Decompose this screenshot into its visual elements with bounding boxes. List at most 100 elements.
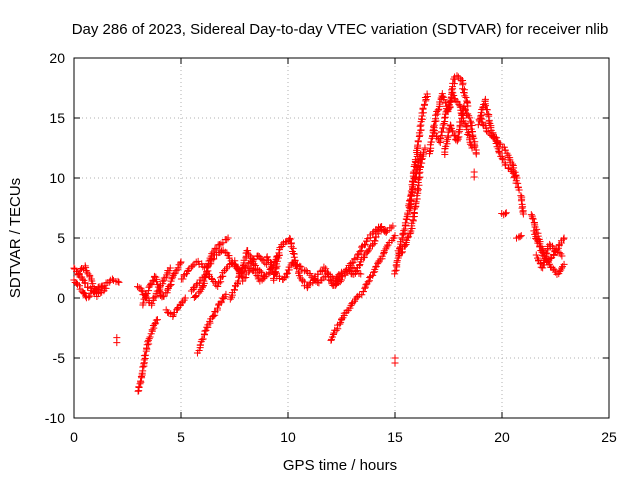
data-point	[378, 222, 386, 230]
data-point	[468, 122, 476, 130]
data-point	[450, 131, 458, 139]
data-point	[462, 93, 470, 101]
data-point	[253, 272, 261, 280]
data-point	[411, 156, 419, 164]
y-tick-label: -10	[45, 410, 65, 426]
data-point	[461, 92, 469, 100]
data-point	[199, 335, 207, 343]
data-point	[154, 283, 162, 291]
data-point	[495, 149, 503, 157]
data-point	[398, 249, 406, 257]
data-point	[369, 241, 377, 249]
data-point	[278, 241, 286, 249]
data-point	[438, 132, 446, 140]
data-point	[411, 166, 419, 174]
data-point	[290, 253, 298, 261]
data-point	[332, 326, 340, 334]
data-point	[412, 198, 420, 206]
data-point	[143, 289, 151, 297]
data-point	[166, 281, 174, 289]
data-point	[137, 373, 145, 381]
data-point	[173, 305, 181, 313]
data-point	[276, 244, 284, 252]
data-point	[84, 270, 92, 278]
y-tick-label: 10	[49, 170, 65, 186]
data-point	[364, 247, 372, 255]
data-point	[156, 287, 164, 295]
x-tick-label: 15	[387, 429, 403, 445]
data-point	[455, 129, 463, 137]
data-point	[232, 261, 240, 269]
data-point	[219, 295, 227, 303]
data-point	[134, 387, 142, 395]
data-point	[509, 169, 517, 177]
data-point	[348, 259, 356, 267]
data-point	[76, 282, 84, 290]
data-point	[200, 277, 208, 285]
data-point	[542, 250, 550, 258]
data-point	[146, 333, 154, 341]
data-point	[195, 347, 203, 355]
data-point	[357, 270, 365, 278]
data-point	[145, 335, 153, 343]
data-point	[159, 277, 167, 285]
data-point	[450, 80, 458, 88]
data-point	[275, 249, 283, 257]
data-point	[532, 235, 540, 243]
data-point	[150, 294, 158, 302]
data-point	[79, 289, 87, 297]
data-point	[235, 273, 243, 281]
data-point	[469, 133, 477, 141]
y-axis-label: SDTVAR / TECUs	[7, 178, 24, 298]
data-point	[224, 234, 232, 242]
data-point	[409, 177, 417, 185]
x-tick-label: 25	[601, 429, 617, 445]
data-point	[414, 141, 422, 149]
data-point	[414, 184, 422, 192]
data-point	[260, 272, 268, 280]
data-point	[214, 283, 222, 291]
data-point	[391, 359, 399, 367]
data-point	[230, 286, 238, 294]
data-point	[140, 295, 148, 303]
data-point	[508, 168, 516, 176]
data-point	[286, 234, 294, 242]
data-point	[152, 278, 160, 286]
data-point	[149, 277, 157, 285]
data-point	[532, 251, 540, 259]
data-point	[369, 229, 377, 237]
data-point	[143, 344, 151, 352]
data-point	[163, 286, 171, 294]
data-point	[134, 283, 142, 291]
data-point	[139, 363, 147, 371]
y-tick-label: 15	[49, 110, 65, 126]
data-point	[305, 280, 313, 288]
data-point	[334, 276, 342, 284]
data-point	[137, 286, 145, 294]
data-point	[256, 267, 264, 275]
data-point	[358, 291, 366, 299]
data-point	[82, 264, 90, 272]
data-point	[502, 209, 510, 217]
y-tick-label: 0	[57, 290, 65, 306]
data-point	[139, 299, 147, 307]
data-point	[356, 248, 364, 256]
data-point	[95, 289, 103, 297]
data-point	[148, 326, 156, 334]
data-point	[418, 115, 426, 123]
data-point	[258, 255, 266, 263]
data-point	[426, 148, 434, 156]
data-point	[459, 85, 467, 93]
data-point	[369, 271, 377, 279]
data-point	[432, 111, 440, 119]
data-point	[418, 155, 426, 163]
data-point	[244, 247, 252, 255]
data-point	[337, 272, 345, 280]
data-point	[267, 259, 275, 267]
data-point	[529, 215, 537, 223]
data-point	[198, 336, 206, 344]
data-point	[361, 240, 369, 248]
data-point	[259, 272, 267, 280]
data-point	[178, 298, 186, 306]
data-point	[210, 277, 218, 285]
